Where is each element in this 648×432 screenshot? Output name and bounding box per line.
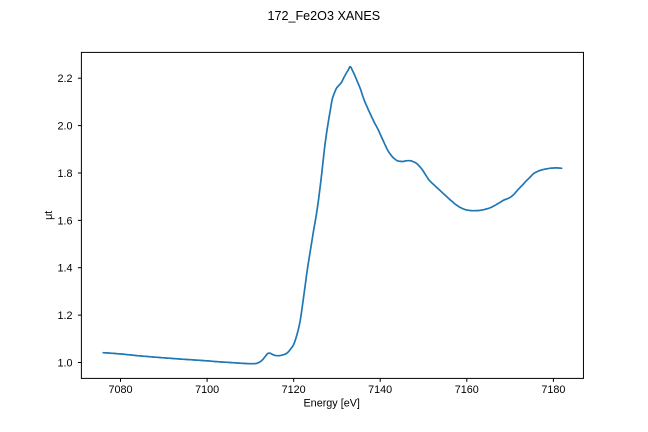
svg-text:7100: 7100: [195, 384, 219, 396]
svg-text:1.8: 1.8: [57, 168, 72, 180]
svg-text:7140: 7140: [368, 384, 392, 396]
svg-text:2.2: 2.2: [57, 73, 72, 85]
svg-text:Energy [eV]: Energy [eV]: [303, 398, 359, 410]
svg-text:7080: 7080: [108, 384, 132, 396]
svg-text:7160: 7160: [455, 384, 479, 396]
svg-text:7180: 7180: [541, 384, 565, 396]
svg-text:1.2: 1.2: [57, 310, 72, 322]
svg-text:1.0: 1.0: [57, 357, 72, 369]
svg-text:2.0: 2.0: [57, 121, 72, 133]
svg-text:172_Fe2O3 XANES: 172_Fe2O3 XANES: [267, 9, 380, 23]
svg-text:1.4: 1.4: [57, 263, 72, 275]
svg-text:1.6: 1.6: [57, 215, 72, 227]
svg-text:μt: μt: [43, 211, 55, 220]
svg-text:7120: 7120: [282, 384, 306, 396]
